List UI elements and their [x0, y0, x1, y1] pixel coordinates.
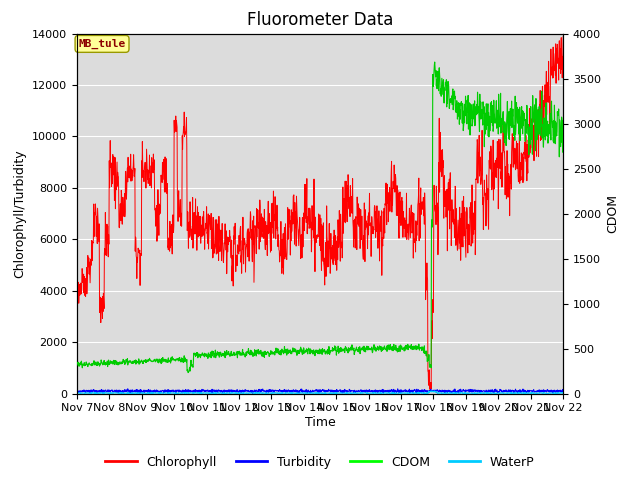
Y-axis label: CDOM: CDOM — [607, 194, 620, 233]
Text: MB_tule: MB_tule — [79, 39, 125, 49]
Legend: Chlorophyll, Turbidity, CDOM, WaterP: Chlorophyll, Turbidity, CDOM, WaterP — [100, 451, 540, 474]
Title: Fluorometer Data: Fluorometer Data — [247, 11, 393, 29]
X-axis label: Time: Time — [305, 416, 335, 429]
Y-axis label: Chlorophyll/Turbidity: Chlorophyll/Turbidity — [13, 149, 26, 278]
